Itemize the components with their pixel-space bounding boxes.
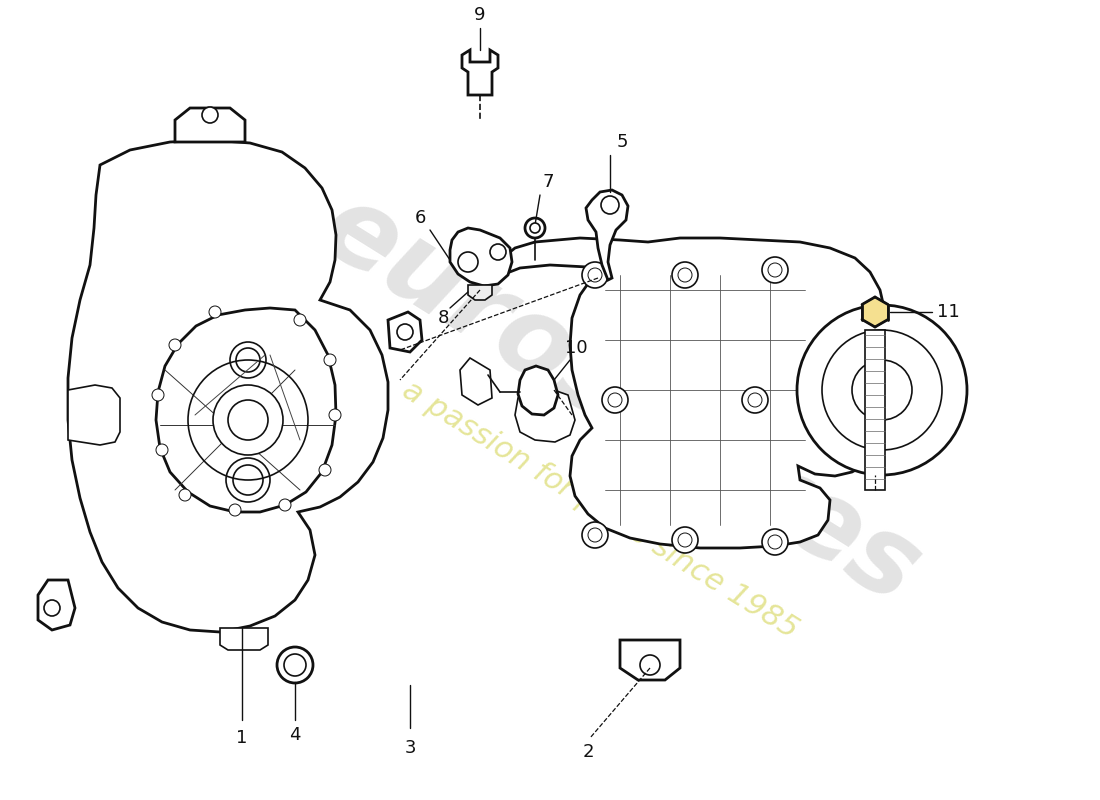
Circle shape xyxy=(44,600,60,616)
Circle shape xyxy=(762,529,788,555)
Circle shape xyxy=(490,244,506,260)
Circle shape xyxy=(672,527,698,553)
Circle shape xyxy=(601,196,619,214)
Circle shape xyxy=(202,107,218,123)
Circle shape xyxy=(169,339,182,351)
Circle shape xyxy=(179,489,191,501)
Circle shape xyxy=(213,385,283,455)
Circle shape xyxy=(768,263,782,277)
Circle shape xyxy=(672,262,698,288)
Circle shape xyxy=(678,533,692,547)
Text: 6: 6 xyxy=(415,209,426,227)
Text: eurospares: eurospares xyxy=(301,174,938,626)
Polygon shape xyxy=(68,140,388,632)
Polygon shape xyxy=(220,628,268,650)
Circle shape xyxy=(608,393,622,407)
Circle shape xyxy=(748,393,762,407)
Circle shape xyxy=(458,252,478,272)
Circle shape xyxy=(678,268,692,282)
Circle shape xyxy=(228,400,268,440)
Polygon shape xyxy=(495,238,905,548)
Polygon shape xyxy=(468,285,492,300)
Polygon shape xyxy=(862,297,888,327)
Circle shape xyxy=(226,458,270,502)
Circle shape xyxy=(294,314,306,326)
Text: 7: 7 xyxy=(542,173,553,191)
Circle shape xyxy=(324,354,336,366)
Circle shape xyxy=(229,504,241,516)
Polygon shape xyxy=(518,366,558,415)
Circle shape xyxy=(230,342,266,378)
Circle shape xyxy=(525,218,544,238)
Circle shape xyxy=(236,348,260,372)
Circle shape xyxy=(152,389,164,401)
Circle shape xyxy=(602,387,628,413)
Text: 8: 8 xyxy=(438,309,449,327)
Polygon shape xyxy=(586,190,628,280)
Text: 2: 2 xyxy=(582,743,594,761)
Circle shape xyxy=(588,268,602,282)
Polygon shape xyxy=(68,385,120,445)
Text: 4: 4 xyxy=(289,726,300,744)
Circle shape xyxy=(277,647,313,683)
Polygon shape xyxy=(515,388,575,442)
Text: a passion for parts since 1985: a passion for parts since 1985 xyxy=(397,375,803,645)
Circle shape xyxy=(397,324,412,340)
Circle shape xyxy=(822,330,942,450)
Polygon shape xyxy=(156,308,336,512)
Circle shape xyxy=(530,223,540,233)
Polygon shape xyxy=(388,312,422,352)
Polygon shape xyxy=(620,640,680,680)
Polygon shape xyxy=(39,580,75,630)
Circle shape xyxy=(852,360,912,420)
Circle shape xyxy=(762,257,788,283)
Circle shape xyxy=(319,464,331,476)
Circle shape xyxy=(582,522,608,548)
Circle shape xyxy=(588,528,602,542)
Text: 10: 10 xyxy=(564,339,587,357)
Bar xyxy=(865,330,886,490)
Circle shape xyxy=(233,465,263,495)
Polygon shape xyxy=(462,50,498,95)
Circle shape xyxy=(209,306,221,318)
Text: 1: 1 xyxy=(236,729,248,747)
Circle shape xyxy=(329,409,341,421)
Circle shape xyxy=(640,655,660,675)
Circle shape xyxy=(582,262,608,288)
Circle shape xyxy=(742,387,768,413)
Polygon shape xyxy=(175,108,245,142)
Circle shape xyxy=(156,444,168,456)
Circle shape xyxy=(284,654,306,676)
Text: 9: 9 xyxy=(474,6,486,24)
Circle shape xyxy=(279,499,292,511)
Polygon shape xyxy=(460,358,492,405)
Text: 3: 3 xyxy=(405,739,416,757)
Polygon shape xyxy=(450,228,512,286)
Text: 11: 11 xyxy=(936,303,959,321)
Circle shape xyxy=(768,535,782,549)
Text: 5: 5 xyxy=(616,133,628,151)
Circle shape xyxy=(798,305,967,475)
